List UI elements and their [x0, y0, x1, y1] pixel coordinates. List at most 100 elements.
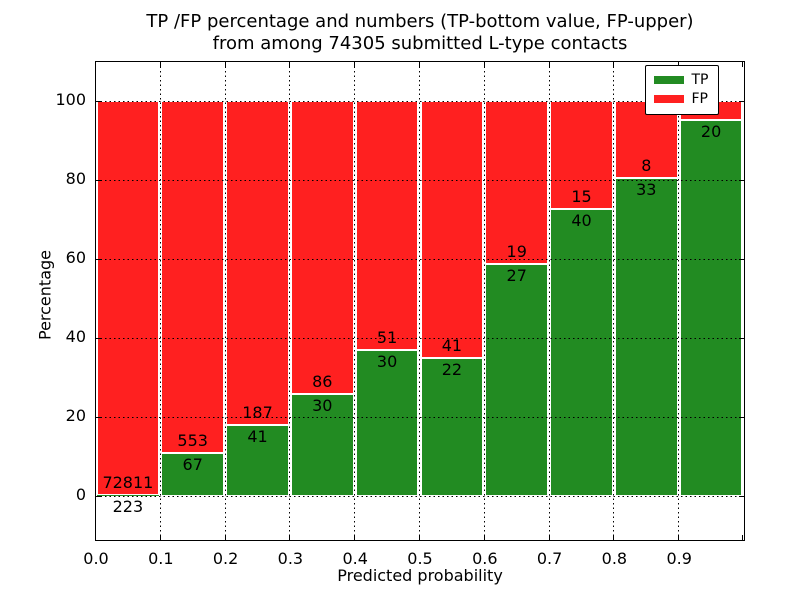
y-tick-mark: [95, 179, 101, 181]
legend-label-fp: FP: [691, 91, 709, 107]
gridline-v-0.8: [613, 61, 615, 540]
x-tick-mark-top: [613, 61, 615, 67]
x-tick-mark: [678, 534, 680, 540]
bar-tp-0.5-0.6: [420, 358, 484, 497]
legend: TP FP: [644, 64, 719, 115]
x-tick-mark: [224, 534, 226, 540]
chart-title-line2: from among 74305 submitted L-type contac…: [212, 33, 628, 54]
x-tick-mark-top: [548, 61, 550, 67]
tp-count-label: 223: [112, 496, 144, 516]
x-tick-mark-top: [289, 61, 291, 67]
gridline-v-0.9: [678, 61, 680, 540]
y-tick-mark-right: [738, 337, 744, 339]
x-tick-mark: [613, 534, 615, 540]
gridline-v-0.2: [224, 61, 226, 540]
bar-fp-0.6-0.7: [485, 101, 549, 265]
y-tick-mark-right: [738, 495, 744, 497]
bar-fp-0.1-0.2: [161, 101, 225, 454]
y-tick-mark: [95, 258, 101, 260]
bar-fp-0.0-0.1: [96, 101, 160, 495]
bar-tp-0.8-0.9: [614, 178, 678, 497]
x-tick-mark-top: [742, 61, 743, 67]
tp-count-label: 41: [247, 426, 268, 446]
x-tick-mark-top: [483, 61, 485, 67]
chart-title-line1: TP /FP percentage and numbers (TP-bottom…: [146, 11, 694, 32]
gridline-v-0.6: [483, 61, 485, 540]
tp-count-label: 33: [636, 180, 657, 200]
fp-swatch-icon: [653, 95, 684, 103]
x-tick-mark-top: [419, 61, 420, 67]
y-tick-mark-right: [738, 100, 744, 102]
y-tick-label-20: 20: [65, 406, 86, 426]
y-tick-mark: [95, 100, 101, 102]
fp-count-label: 86: [312, 371, 333, 391]
y-tick-mark-right: [738, 416, 744, 418]
x-tick-mark: [483, 534, 485, 540]
x-tick-label-0.2: 0.2: [212, 549, 239, 568]
y-tick-mark: [95, 495, 101, 497]
x-tick-mark: [419, 534, 420, 540]
bar-fp-0.2-0.3: [226, 101, 289, 425]
bar-fp-0.4-0.5: [355, 101, 419, 350]
y-tick-mark-right: [738, 179, 744, 181]
x-tick-mark-top: [678, 61, 680, 67]
fp-count-label: 187: [242, 402, 273, 422]
x-tick-label-0.7: 0.7: [536, 549, 563, 568]
x-tick-mark: [289, 534, 291, 540]
x-tick-mark-top: [224, 61, 226, 67]
bar-tp-0.9-1.0: [679, 119, 743, 497]
y-tick-label-100: 100: [55, 90, 86, 109]
y-tick-mark: [95, 337, 101, 339]
x-tick-mark: [159, 534, 161, 540]
fp-count-label: 8: [641, 156, 652, 176]
x-tick-label-0.3: 0.3: [277, 549, 304, 568]
gridline-v-0.4: [354, 61, 356, 540]
fp-count-label: 72811: [102, 472, 154, 492]
tp-count-label: 30: [312, 395, 333, 415]
tp-count-label: 27: [506, 266, 527, 286]
tp-count-label: 30: [376, 351, 398, 371]
bar-tp-0.4-0.5: [355, 349, 419, 497]
tp-count-label: 40: [571, 210, 592, 230]
bar-tp-0.3-0.4: [290, 393, 354, 497]
y-tick-label-80: 80: [65, 169, 86, 188]
gridline-v-0.7: [548, 61, 550, 540]
x-tick-label-0.4: 0.4: [342, 549, 368, 568]
bar-tp-0.6-0.7: [485, 264, 549, 497]
tp-count-label: 22: [441, 360, 463, 380]
plot-area: TP FP 72811 223 553 67 187 41 86 30 51 30 41 22 19 27…: [94, 60, 745, 541]
legend-item-fp: FP: [653, 90, 709, 109]
bar-fp-0.5-0.6: [420, 101, 484, 359]
x-tick-mark: [548, 534, 550, 540]
y-tick-mark-right: [738, 258, 744, 260]
legend-item-tp: TP: [653, 71, 709, 90]
y-tick-label-0: 0: [75, 485, 86, 505]
x-tick-label-0.8: 0.8: [601, 549, 628, 568]
fp-count-label: 41: [441, 336, 463, 356]
bar-tp-0.2-0.3: [226, 424, 289, 497]
x-tick-label-0.0: 0.0: [83, 549, 109, 568]
x-axis-label: Predicted probability: [337, 566, 503, 585]
bar-tp-0.0-0.1: [96, 494, 160, 497]
x-tick-mark: [742, 534, 743, 540]
gridline-v-0.5: [419, 61, 420, 540]
bar-tp-0.7-0.8: [550, 208, 613, 497]
legend-label-tp: TP: [691, 72, 709, 88]
tp-count-label: 67: [182, 455, 203, 475]
fp-count-label: 19: [506, 242, 527, 262]
chart-title: TP /FP percentage and numbers (TP-bottom…: [96, 11, 744, 55]
bar-fp-0.7-0.8: [550, 101, 613, 209]
x-tick-label-0.1: 0.1: [148, 549, 174, 568]
x-tick-mark-top: [159, 61, 161, 67]
x-tick-label-0.5: 0.5: [407, 549, 433, 568]
x-tick-mark-top: [354, 61, 356, 67]
fp-count-label: 51: [376, 327, 398, 347]
bar-fp-0.3-0.4: [290, 101, 354, 394]
y-tick-label-40: 40: [65, 327, 86, 347]
gridline-v-0.1: [159, 61, 161, 540]
fp-count-label: 553: [177, 431, 208, 451]
tp-swatch-icon: [653, 76, 684, 84]
x-tick-label-0.6: 0.6: [472, 549, 498, 568]
x-tick-mark: [95, 534, 96, 540]
